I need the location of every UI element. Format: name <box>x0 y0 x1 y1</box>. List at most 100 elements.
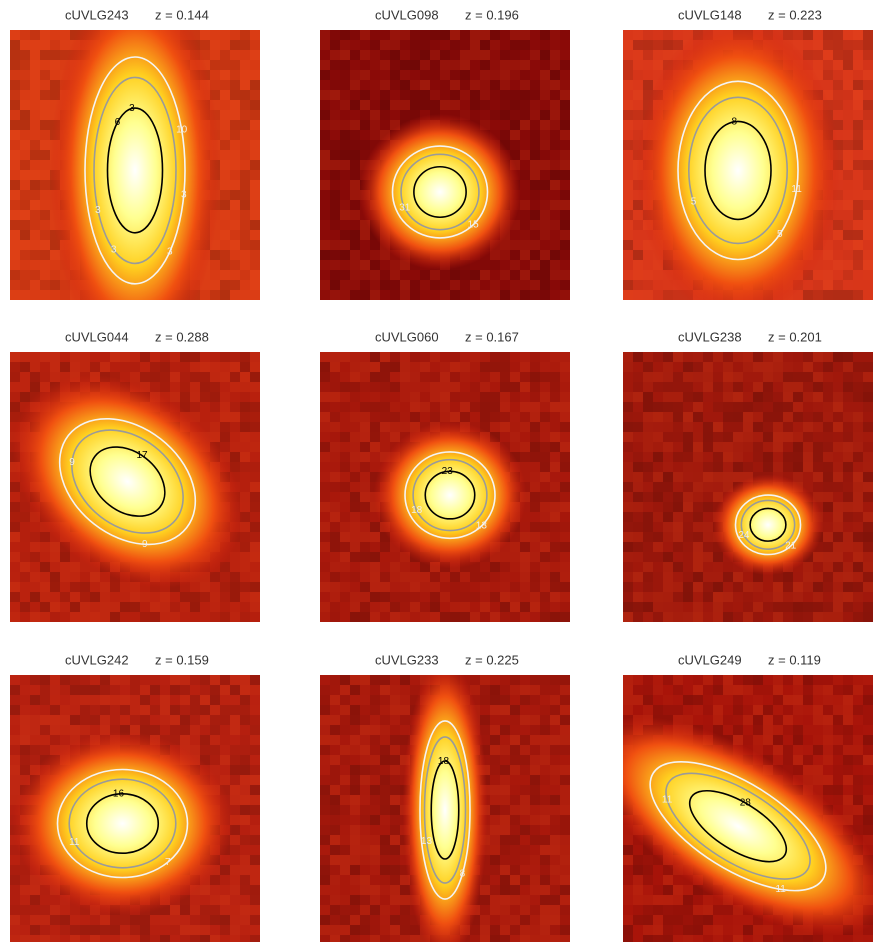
pixel <box>633 422 643 432</box>
pixel <box>833 372 843 382</box>
pixel <box>120 592 130 602</box>
pixel <box>250 695 260 705</box>
pixel <box>853 120 863 130</box>
pixel <box>30 352 40 362</box>
pixel <box>420 572 430 582</box>
pixel <box>863 432 873 442</box>
pixel <box>693 582 703 592</box>
pixel <box>340 815 350 825</box>
pixel <box>10 865 20 875</box>
pixel <box>30 382 40 392</box>
pixel <box>10 40 20 50</box>
pixel <box>853 362 863 372</box>
image: 55811 <box>623 19 873 322</box>
pixel <box>360 402 370 412</box>
pixel <box>320 532 330 542</box>
pixel <box>863 462 873 472</box>
pixel <box>390 90 400 100</box>
pixel <box>240 725 250 735</box>
pixel <box>663 432 673 442</box>
pixel <box>160 935 170 942</box>
pixel <box>713 372 723 382</box>
pixel <box>360 572 370 582</box>
pixel <box>330 715 340 725</box>
contour-label: 3 <box>111 245 117 256</box>
pixel <box>100 915 110 925</box>
contour-label: 10 <box>176 124 188 135</box>
pixel <box>370 290 380 300</box>
pixel <box>220 70 230 80</box>
pixel <box>40 130 50 140</box>
pixel <box>340 805 350 815</box>
pixel <box>390 352 400 362</box>
pixel <box>80 675 90 685</box>
pixel <box>180 675 190 685</box>
pixel <box>340 885 350 895</box>
pixel <box>370 785 380 795</box>
pixel <box>200 925 210 935</box>
pixel <box>653 362 663 372</box>
pixel <box>773 422 783 432</box>
pixel <box>40 542 50 552</box>
pixel <box>693 372 703 382</box>
pixel <box>230 220 240 230</box>
pixel <box>330 230 340 240</box>
pixel <box>370 552 380 562</box>
pixel <box>40 50 50 60</box>
pixel <box>773 412 783 422</box>
pixel <box>330 120 340 130</box>
pixel <box>440 80 450 90</box>
pixel <box>30 220 40 230</box>
pixel <box>380 382 390 392</box>
pixel <box>633 220 643 230</box>
pixel <box>380 90 390 100</box>
pixel <box>693 562 703 572</box>
pixel <box>663 452 673 462</box>
pixel <box>510 562 520 572</box>
pixel <box>350 280 360 290</box>
pixel <box>863 40 873 50</box>
pixel <box>520 532 530 542</box>
pixel <box>350 130 360 140</box>
pixel <box>683 522 693 532</box>
pixel <box>30 230 40 240</box>
pixel <box>550 170 560 180</box>
pixel <box>833 412 843 422</box>
pixel <box>723 362 733 372</box>
pixel <box>510 110 520 120</box>
pixel <box>823 290 833 300</box>
pixel <box>420 40 430 50</box>
pixel <box>633 250 643 260</box>
pixel <box>360 582 370 592</box>
pixel <box>683 582 693 592</box>
pixel <box>530 412 540 422</box>
pixel <box>40 200 50 210</box>
pixel <box>60 925 70 935</box>
pixel <box>823 422 833 432</box>
pixel <box>540 210 550 220</box>
pixel <box>560 442 570 452</box>
pixel <box>733 602 743 612</box>
pixel <box>833 100 843 110</box>
pixel <box>350 795 360 805</box>
pixel <box>560 80 570 90</box>
pixel <box>10 280 20 290</box>
pixel <box>703 592 713 602</box>
pixel <box>643 562 653 572</box>
pixel <box>330 140 340 150</box>
pixel <box>250 270 260 280</box>
pixel <box>40 220 50 230</box>
pixel <box>370 685 380 695</box>
contour-label: 11 <box>791 184 802 195</box>
pixel <box>340 592 350 602</box>
pixel <box>703 352 713 362</box>
pixel <box>320 442 330 452</box>
pixel <box>863 372 873 382</box>
pixel <box>623 362 633 372</box>
pixel <box>230 795 240 805</box>
pixel <box>20 140 30 150</box>
pixel <box>230 130 240 140</box>
pixel <box>703 382 713 392</box>
pixel <box>490 382 500 392</box>
pixel <box>250 170 260 180</box>
